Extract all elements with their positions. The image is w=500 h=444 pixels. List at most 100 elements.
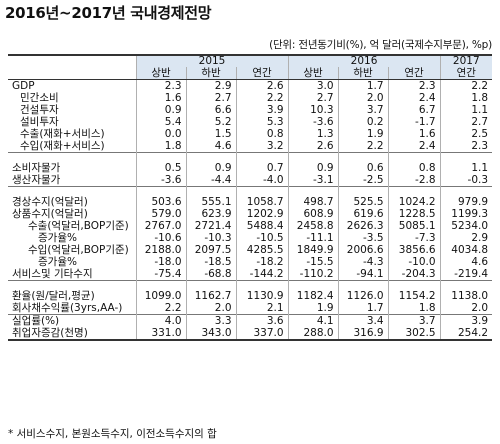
value-cell: 2767.0 [135, 220, 187, 232]
value-cell: 331.0 [135, 327, 187, 341]
row-label: 경상수지(억달러) [8, 196, 137, 208]
value-cell: 0.0 [135, 128, 187, 140]
value-cell: 2.2 [135, 302, 187, 315]
value-cell: 0.8 [235, 128, 289, 140]
value-cell: -204.3 [387, 268, 441, 281]
value-cell: -219.4 [439, 268, 493, 281]
value-cell: 2.2 [439, 79, 493, 92]
value-cell: 1.6 [387, 128, 441, 140]
value-cell: -10.3 [185, 232, 237, 244]
period-header: 하반 [185, 67, 237, 80]
value-cell: 0.7 [235, 162, 289, 174]
value-cell: 4285.5 [235, 244, 289, 256]
value-cell: 1162.7 [185, 290, 237, 302]
value-cell: 1.7 [337, 302, 389, 315]
unit-note: (단위: 전년동기비(%), 억 달러(국제수지부문), %p) [269, 39, 492, 51]
value-cell: 608.9 [287, 208, 339, 220]
table-row: 설비투자 5.4 5.2 5.3 -3.6 0.2 -1.7 2.7 [8, 116, 493, 128]
value-cell: 288.0 [287, 327, 339, 341]
value-cell: 2097.5 [185, 244, 237, 256]
value-cell: 4.0 [135, 314, 187, 327]
value-cell: 1.8 [439, 92, 493, 104]
row-label: 환율(원/달러,평균) [8, 290, 137, 302]
year-2016: 2016 [287, 54, 441, 67]
table-row: 서비스및 기타수지 -75.4 -68.8 -144.2 -110.2 -94.… [8, 268, 493, 281]
value-cell: 2.3 [135, 79, 187, 92]
value-cell: 0.9 [185, 162, 237, 174]
value-cell: -18.5 [185, 256, 237, 268]
value-cell: 0.5 [135, 162, 187, 174]
period-header-row: 상반 하반 연간 상반 하반 연간 연간 [8, 67, 493, 80]
value-cell: 2188.0 [135, 244, 187, 256]
value-cell: 3.6 [235, 314, 289, 327]
row-label: 건설투자 [8, 104, 137, 116]
value-cell: 3.0 [287, 79, 339, 92]
row-label: 취업자증감(천명) [8, 327, 137, 341]
value-cell: 2.7 [287, 92, 339, 104]
page-title: 2016년~2017년 국내경제전망 [5, 4, 212, 22]
value-cell: 4.6 [185, 140, 237, 153]
value-cell: 2.7 [439, 116, 493, 128]
row-label: 실업률(%) [8, 314, 137, 327]
spacer-row [8, 186, 493, 196]
value-cell: -3.6 [287, 116, 339, 128]
row-label: 생산자물가 [8, 174, 137, 187]
table-row: 소비자물가 0.5 0.9 0.7 0.9 0.6 0.8 1.1 [8, 162, 493, 174]
value-cell: 2.0 [337, 92, 389, 104]
value-cell: -4.3 [337, 256, 389, 268]
row-label: 수출(억달러,BOP기준) [8, 220, 137, 232]
value-cell: 1.1 [439, 162, 493, 174]
value-cell: 316.9 [337, 327, 389, 341]
table-row: 민간소비 1.6 2.7 2.2 2.7 2.0 2.4 1.8 [8, 92, 493, 104]
value-cell: 3.3 [185, 314, 237, 327]
value-cell: 1099.0 [135, 290, 187, 302]
table-row: 증가율% -18.0 -18.5 -18.2 -15.5 -4.3 -10.0 … [8, 256, 493, 268]
value-cell: -7.3 [387, 232, 441, 244]
value-cell: 2.9 [439, 232, 493, 244]
row-label: 서비스및 기타수지 [8, 268, 137, 281]
row-label: GDP [8, 79, 137, 92]
value-cell: 2.7 [185, 92, 237, 104]
value-cell: 2.6 [287, 140, 339, 153]
footnote: * 서비스수지, 본원소득수지, 이전소득수지의 합 [8, 428, 217, 440]
value-cell: 5.2 [185, 116, 237, 128]
year-2015: 2015 [135, 54, 289, 67]
value-cell: -10.6 [135, 232, 187, 244]
value-cell: -2.5 [337, 174, 389, 187]
value-cell: 1199.3 [439, 208, 493, 220]
row-label: 소비자물가 [8, 162, 137, 174]
value-cell: 254.2 [439, 327, 493, 341]
value-cell: 2.3 [439, 140, 493, 153]
value-cell: 2.5 [439, 128, 493, 140]
value-cell: 1849.9 [287, 244, 339, 256]
value-cell: -144.2 [235, 268, 289, 281]
year-header-row: 2015 2016 2017 [8, 54, 493, 67]
value-cell: -18.0 [135, 256, 187, 268]
value-cell: -75.4 [135, 268, 187, 281]
value-cell: 1154.2 [387, 290, 441, 302]
table-row: 수출(억달러,BOP기준) 2767.0 2721.4 5488.4 2458.… [8, 220, 493, 232]
value-cell: -4.0 [235, 174, 289, 187]
value-cell: 2.3 [387, 79, 441, 92]
row-label: 민간소비 [8, 92, 137, 104]
value-cell: 5.3 [235, 116, 289, 128]
row-label: 증가율% [8, 256, 137, 268]
table-row: 실업률(%) 4.0 3.3 3.6 4.1 3.4 3.7 3.9 [8, 314, 493, 327]
value-cell: -2.8 [387, 174, 441, 187]
value-cell: 619.6 [337, 208, 389, 220]
row-label: 증가율% [8, 232, 137, 244]
value-cell: -110.2 [287, 268, 339, 281]
period-header: 상반 [135, 67, 187, 80]
value-cell: 2.4 [387, 92, 441, 104]
value-cell: -11.1 [287, 232, 339, 244]
value-cell: 0.8 [387, 162, 441, 174]
value-cell: 1.6 [135, 92, 187, 104]
value-cell: -0.3 [439, 174, 493, 187]
row-label: 회사채수익률(3yrs,AA-) [8, 302, 137, 315]
table-row: GDP 2.3 2.9 2.6 3.0 1.7 2.3 2.2 [8, 79, 493, 92]
value-cell: 3.9 [235, 104, 289, 116]
value-cell: 0.9 [287, 162, 339, 174]
value-cell: 2.0 [439, 302, 493, 315]
table-row: 취업자증감(천명) 331.0 343.0 337.0 288.0 316.9 … [8, 327, 493, 341]
